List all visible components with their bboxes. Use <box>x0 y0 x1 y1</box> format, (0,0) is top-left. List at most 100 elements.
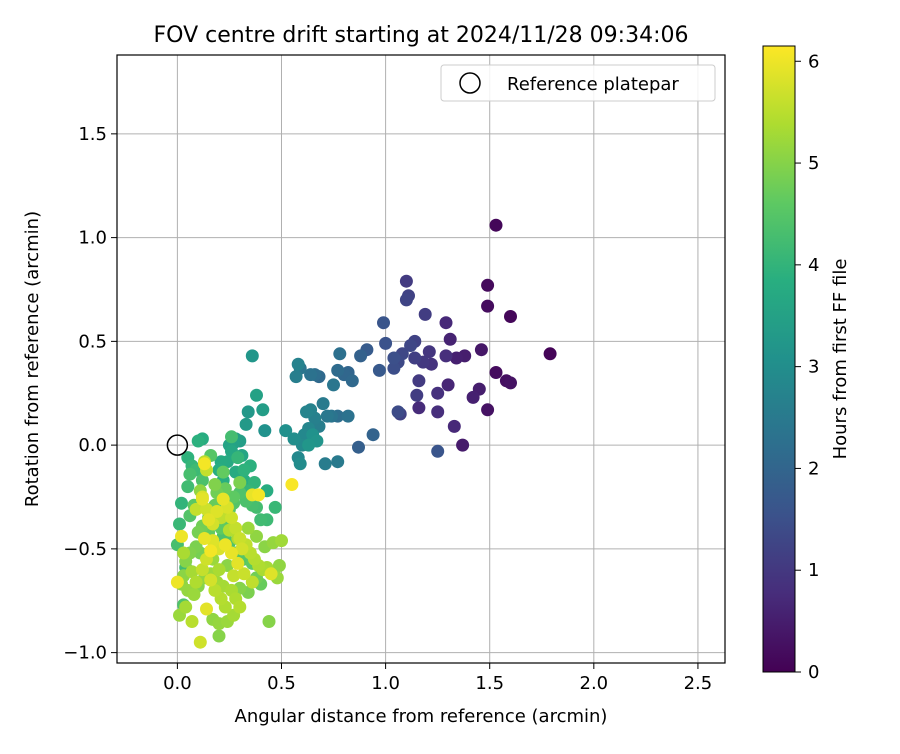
data-point <box>412 374 426 388</box>
data-point <box>237 567 251 581</box>
data-point <box>504 376 517 390</box>
colorbar-tick-label: 1 <box>808 560 819 581</box>
data-point <box>185 565 199 579</box>
data-point <box>208 583 222 597</box>
data-point <box>245 575 259 589</box>
data-point <box>235 542 249 556</box>
data-point <box>439 316 453 330</box>
chart-title: FOV centre drift starting at 2024/11/28 … <box>154 23 689 48</box>
data-point <box>300 405 313 419</box>
legend-box <box>440 64 716 102</box>
data-point <box>204 573 218 587</box>
data-point <box>474 343 488 357</box>
x-tick-label: 2.5 <box>684 673 713 694</box>
data-point <box>183 467 197 481</box>
data-point <box>441 378 455 392</box>
data-point <box>377 316 390 330</box>
data-point <box>466 390 480 404</box>
data-point <box>293 457 307 471</box>
data-point <box>210 505 224 518</box>
data-point <box>241 521 255 535</box>
x-tick-label: 1.5 <box>475 673 504 694</box>
data-point <box>239 417 253 431</box>
data-point <box>399 293 413 307</box>
data-point <box>399 274 413 288</box>
data-point <box>187 588 201 601</box>
data-point <box>212 563 226 577</box>
data-point <box>504 310 517 323</box>
x-tick-label: 2.0 <box>580 673 609 694</box>
data-point <box>200 502 213 516</box>
colorbar-tick-label: 3 <box>808 357 819 378</box>
data-point <box>372 363 386 377</box>
data-point <box>233 476 247 489</box>
data-point <box>412 401 426 415</box>
reference-platepar-marker <box>166 434 189 456</box>
legend: Reference platepar <box>440 64 716 102</box>
colorbar-tick-label: 4 <box>808 255 819 276</box>
data-point <box>449 351 463 365</box>
data-point <box>352 440 365 454</box>
data-point <box>272 559 286 572</box>
colorbar-gradient <box>762 45 796 673</box>
colorbar-tick-label: 6 <box>808 51 819 72</box>
data-point <box>287 432 301 446</box>
data-point <box>252 488 266 502</box>
y-tick-label: 0.0 <box>78 435 107 456</box>
legend-marker <box>459 72 481 94</box>
data-point <box>481 278 495 292</box>
data-point <box>481 299 495 313</box>
data-points <box>166 218 557 649</box>
data-point <box>193 635 207 649</box>
y-tick-label: −0.5 <box>63 539 107 560</box>
data-point <box>387 351 401 365</box>
data-point <box>320 409 334 423</box>
x-axis-ticks: 0.0 0.5 1.0 1.5 2.0 2.5 <box>163 663 712 694</box>
legend-label: Reference platepar <box>507 74 679 95</box>
data-point <box>237 463 251 477</box>
x-tick-label: 0.0 <box>163 673 192 694</box>
data-point <box>245 349 259 363</box>
data-point <box>227 490 241 504</box>
data-point <box>175 496 188 510</box>
data-point <box>254 513 268 527</box>
data-point <box>327 378 340 392</box>
data-point <box>431 444 445 458</box>
data-point <box>231 556 245 570</box>
data-point <box>233 600 247 614</box>
data-point <box>431 386 445 400</box>
colorbar-tick-label: 5 <box>808 153 819 174</box>
data-point <box>179 600 193 614</box>
x-axis-label: Angular distance from reference (arcmin) <box>235 706 608 727</box>
data-point <box>177 546 191 560</box>
data-point <box>185 615 199 628</box>
data-point <box>331 363 345 377</box>
data-point <box>366 428 380 442</box>
y-tick-label: 1.0 <box>78 228 107 249</box>
data-point <box>354 349 368 363</box>
data-point <box>204 544 218 558</box>
data-point <box>279 424 293 438</box>
data-point <box>422 345 436 359</box>
data-point <box>262 615 276 628</box>
data-point <box>379 336 393 350</box>
data-point <box>489 218 503 232</box>
data-point <box>410 388 424 402</box>
data-point <box>316 397 330 411</box>
data-point <box>173 517 186 531</box>
data-point <box>225 511 238 525</box>
plot-frame <box>116 54 726 664</box>
data-point <box>447 419 461 433</box>
data-point <box>318 457 332 471</box>
data-point <box>418 307 432 321</box>
data-point <box>443 332 457 346</box>
data-point <box>241 405 255 419</box>
data-point <box>256 403 270 417</box>
grid-lines <box>117 55 725 663</box>
data-point <box>387 361 401 375</box>
data-point <box>191 434 205 448</box>
data-point <box>268 500 282 514</box>
data-point <box>225 430 238 444</box>
data-point <box>289 370 303 384</box>
y-axis-label: Rotation from reference (arcmin) <box>22 211 43 507</box>
